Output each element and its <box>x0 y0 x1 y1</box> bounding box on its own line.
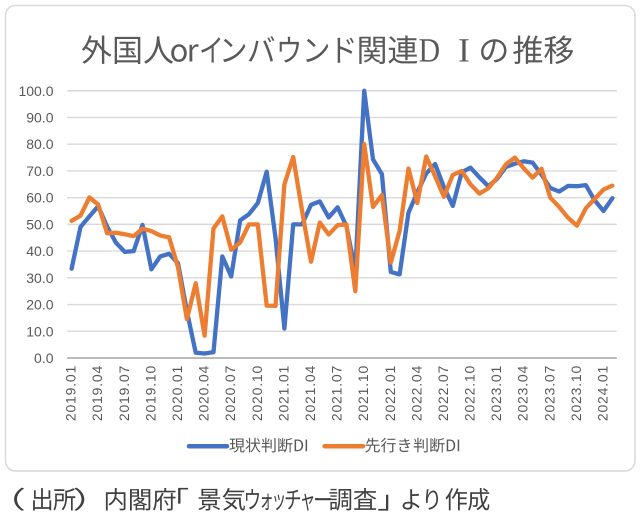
svg-text:2020.04: 2020.04 <box>196 365 212 421</box>
svg-text:2022.07: 2022.07 <box>435 365 451 421</box>
svg-text:2022.01: 2022.01 <box>382 365 398 421</box>
svg-text:60.0: 60.0 <box>26 190 53 206</box>
svg-text:90.0: 90.0 <box>26 110 53 126</box>
svg-text:2021.01: 2021.01 <box>275 365 291 421</box>
svg-text:80.0: 80.0 <box>26 136 53 152</box>
svg-text:2023.10: 2023.10 <box>568 365 584 421</box>
svg-text:10.0: 10.0 <box>26 323 53 339</box>
svg-text:2022.04: 2022.04 <box>408 365 424 421</box>
svg-text:20.0: 20.0 <box>26 297 53 313</box>
svg-text:2023.07: 2023.07 <box>541 365 557 421</box>
svg-text:2019.01: 2019.01 <box>63 365 79 421</box>
svg-text:2020.01: 2020.01 <box>169 365 185 421</box>
svg-text:2022.10: 2022.10 <box>462 365 478 421</box>
svg-text:2019.07: 2019.07 <box>116 365 132 421</box>
svg-text:40.0: 40.0 <box>26 243 53 259</box>
svg-text:0.0: 0.0 <box>34 350 54 366</box>
svg-text:2023.01: 2023.01 <box>488 365 504 421</box>
svg-text:30.0: 30.0 <box>26 270 53 286</box>
svg-text:2023.04: 2023.04 <box>515 365 531 421</box>
svg-text:2021.10: 2021.10 <box>355 365 371 421</box>
svg-text:2019.10: 2019.10 <box>142 365 158 421</box>
svg-text:2024.01: 2024.01 <box>595 365 611 421</box>
svg-text:70.0: 70.0 <box>26 163 53 179</box>
svg-text:2021.07: 2021.07 <box>329 365 345 421</box>
svg-text:2019.04: 2019.04 <box>89 365 105 421</box>
svg-text:2020.07: 2020.07 <box>222 365 238 421</box>
svg-text:100.0: 100.0 <box>18 83 53 99</box>
svg-text:2020.10: 2020.10 <box>249 365 265 421</box>
svg-text:2021.04: 2021.04 <box>302 365 318 421</box>
svg-text:50.0: 50.0 <box>26 216 53 232</box>
